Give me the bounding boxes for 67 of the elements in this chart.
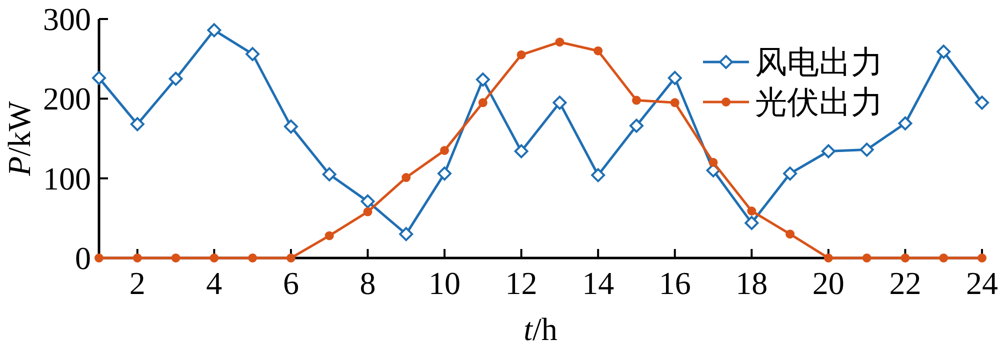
x-tick-label: 8 <box>360 265 376 301</box>
point <box>629 118 644 133</box>
point <box>440 146 450 155</box>
point <box>94 254 104 262</box>
point <box>552 96 567 110</box>
point <box>478 98 488 108</box>
x-tick-label: 14 <box>582 265 614 301</box>
point <box>363 207 372 216</box>
y-axis-title: P/kW <box>1 100 37 177</box>
point <box>939 254 948 262</box>
point <box>168 72 183 86</box>
x-tick-label: 24 <box>966 265 998 301</box>
x-tick-label: 4 <box>206 265 222 301</box>
point <box>821 144 836 158</box>
point <box>708 158 718 167</box>
x-axis-title: t/h <box>524 311 558 347</box>
legend-label: 风电出力 <box>755 44 883 80</box>
point <box>632 96 641 105</box>
point <box>900 254 910 262</box>
point <box>286 254 296 262</box>
point <box>862 254 872 262</box>
point <box>978 254 986 262</box>
x-tick-label: 6 <box>282 265 299 301</box>
y-tick-label: 300 <box>43 1 91 37</box>
point <box>210 254 219 262</box>
point <box>744 216 759 230</box>
point <box>476 72 490 87</box>
point <box>322 167 336 182</box>
point <box>284 120 298 134</box>
point <box>516 50 526 60</box>
point <box>824 254 833 262</box>
point <box>132 254 142 262</box>
point <box>171 254 180 262</box>
point <box>399 227 414 242</box>
point <box>402 173 411 182</box>
point <box>248 254 258 262</box>
point <box>555 38 564 47</box>
x-tick-label: 16 <box>658 265 691 301</box>
point <box>668 70 682 85</box>
x-tick-label: 18 <box>736 265 768 301</box>
legend-label: 光伏出力 <box>755 84 883 120</box>
y-tick-label: 200 <box>43 80 91 117</box>
x-tick-label: 12 <box>505 265 538 301</box>
point <box>514 144 528 158</box>
point <box>898 116 912 130</box>
point <box>936 44 951 59</box>
point <box>246 47 260 62</box>
point <box>360 194 375 208</box>
point <box>591 168 606 182</box>
point <box>975 96 989 110</box>
point <box>783 166 798 181</box>
x-tick-label: 2 <box>129 265 146 301</box>
point <box>92 70 106 85</box>
x-tick-label: 22 <box>889 265 922 301</box>
point <box>130 117 144 132</box>
point <box>207 23 222 38</box>
point <box>438 166 452 181</box>
x-tick-label: 10 <box>428 265 461 301</box>
y-tick-label: 0 <box>75 240 91 276</box>
y-tick-label: 100 <box>43 160 91 196</box>
point <box>747 206 756 216</box>
point <box>670 98 680 108</box>
x-tick-label: 20 <box>812 265 844 301</box>
point <box>786 230 795 239</box>
point <box>324 231 334 240</box>
point <box>594 46 603 56</box>
point <box>860 142 874 157</box>
